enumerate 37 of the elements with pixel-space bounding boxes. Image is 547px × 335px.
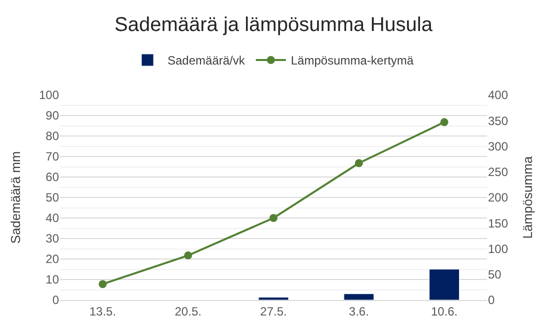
y2-tick-label: 0 [488, 293, 495, 308]
y-tick-label: 0 [52, 293, 60, 308]
y2-tick-label: 300 [488, 139, 508, 154]
y-tick-label: 30 [46, 232, 60, 246]
x-tick-label: 10.6. [430, 304, 458, 318]
y2-axis-title: Lämpösumma [520, 156, 535, 239]
legend-label: Sademäärä/vk [168, 54, 246, 68]
y-tick-label: 90 [46, 108, 60, 123]
y-tick-label: 20 [46, 252, 60, 266]
bar [344, 294, 374, 300]
x-tick-label: 3.6. [348, 304, 369, 318]
y-tick-label: 80 [46, 129, 60, 144]
point [270, 214, 278, 222]
chart-title: Sademäärä ja lämpösumma Husula [114, 14, 434, 36]
x-tick-label: 20.5. [174, 304, 202, 318]
y-tick-label: 60 [46, 170, 60, 184]
y-tick-label: 40 [46, 211, 60, 226]
y-axis-title: Sademäärä mm [8, 151, 23, 244]
x-tick-label: 13.5. [89, 304, 116, 318]
y2-tick-label: 200 [488, 190, 508, 205]
y-tick-label: 50 [46, 190, 60, 205]
point [440, 118, 448, 126]
point [98, 280, 107, 288]
y2-tick-label: 350 [488, 114, 508, 128]
point [184, 251, 192, 260]
bar [258, 297, 289, 300]
y-tick-label: 100 [38, 88, 60, 102]
y2-tick-label: 250 [488, 165, 508, 180]
legend-label: Lämpösumma-kertymä [290, 54, 414, 68]
x-tick-label: 27.5. [260, 304, 287, 318]
y2-tick-label: 400 [488, 88, 508, 102]
y2-tick-label: 50 [488, 268, 502, 282]
y-tick-label: 10 [46, 272, 60, 287]
point [354, 159, 363, 168]
y2-tick-label: 150 [488, 216, 508, 230]
y2-tick-label: 100 [488, 242, 508, 256]
y-tick-label: 70 [46, 150, 60, 164]
